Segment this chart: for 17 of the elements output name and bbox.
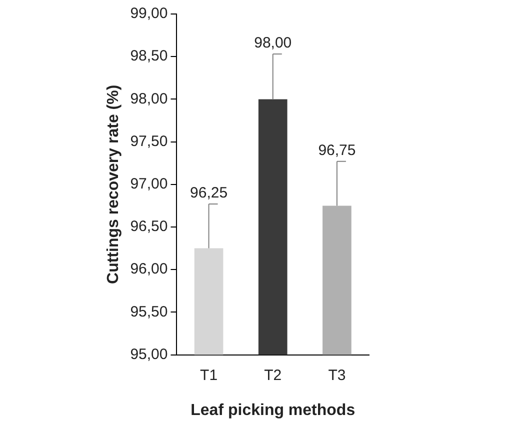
x-tick-label: T3 (328, 366, 346, 384)
data-label: 98,00 (254, 34, 292, 52)
y-tick-label: 95,00 (130, 346, 168, 363)
y-tick-label: 97,50 (130, 132, 168, 150)
y-tick-label: 95,50 (130, 303, 168, 320)
y-tick-label: 99,00 (130, 5, 168, 22)
y-tick-label: 96,50 (130, 218, 168, 236)
y-axis-title: Cuttings recovery rate (%) (105, 84, 122, 284)
x-axis-title: Leaf picking methods (190, 402, 356, 419)
y-tick-label: 97,00 (130, 176, 168, 193)
y-tick-label: 98,00 (130, 90, 168, 108)
x-tick-label: T2 (264, 366, 282, 384)
x-tick-label: T1 (200, 366, 218, 384)
y-tick-label: 98,50 (130, 48, 168, 65)
y-tick-label: 96,00 (130, 260, 168, 278)
data-label: 96,75 (318, 142, 356, 160)
data-label: 96,25 (190, 184, 228, 202)
